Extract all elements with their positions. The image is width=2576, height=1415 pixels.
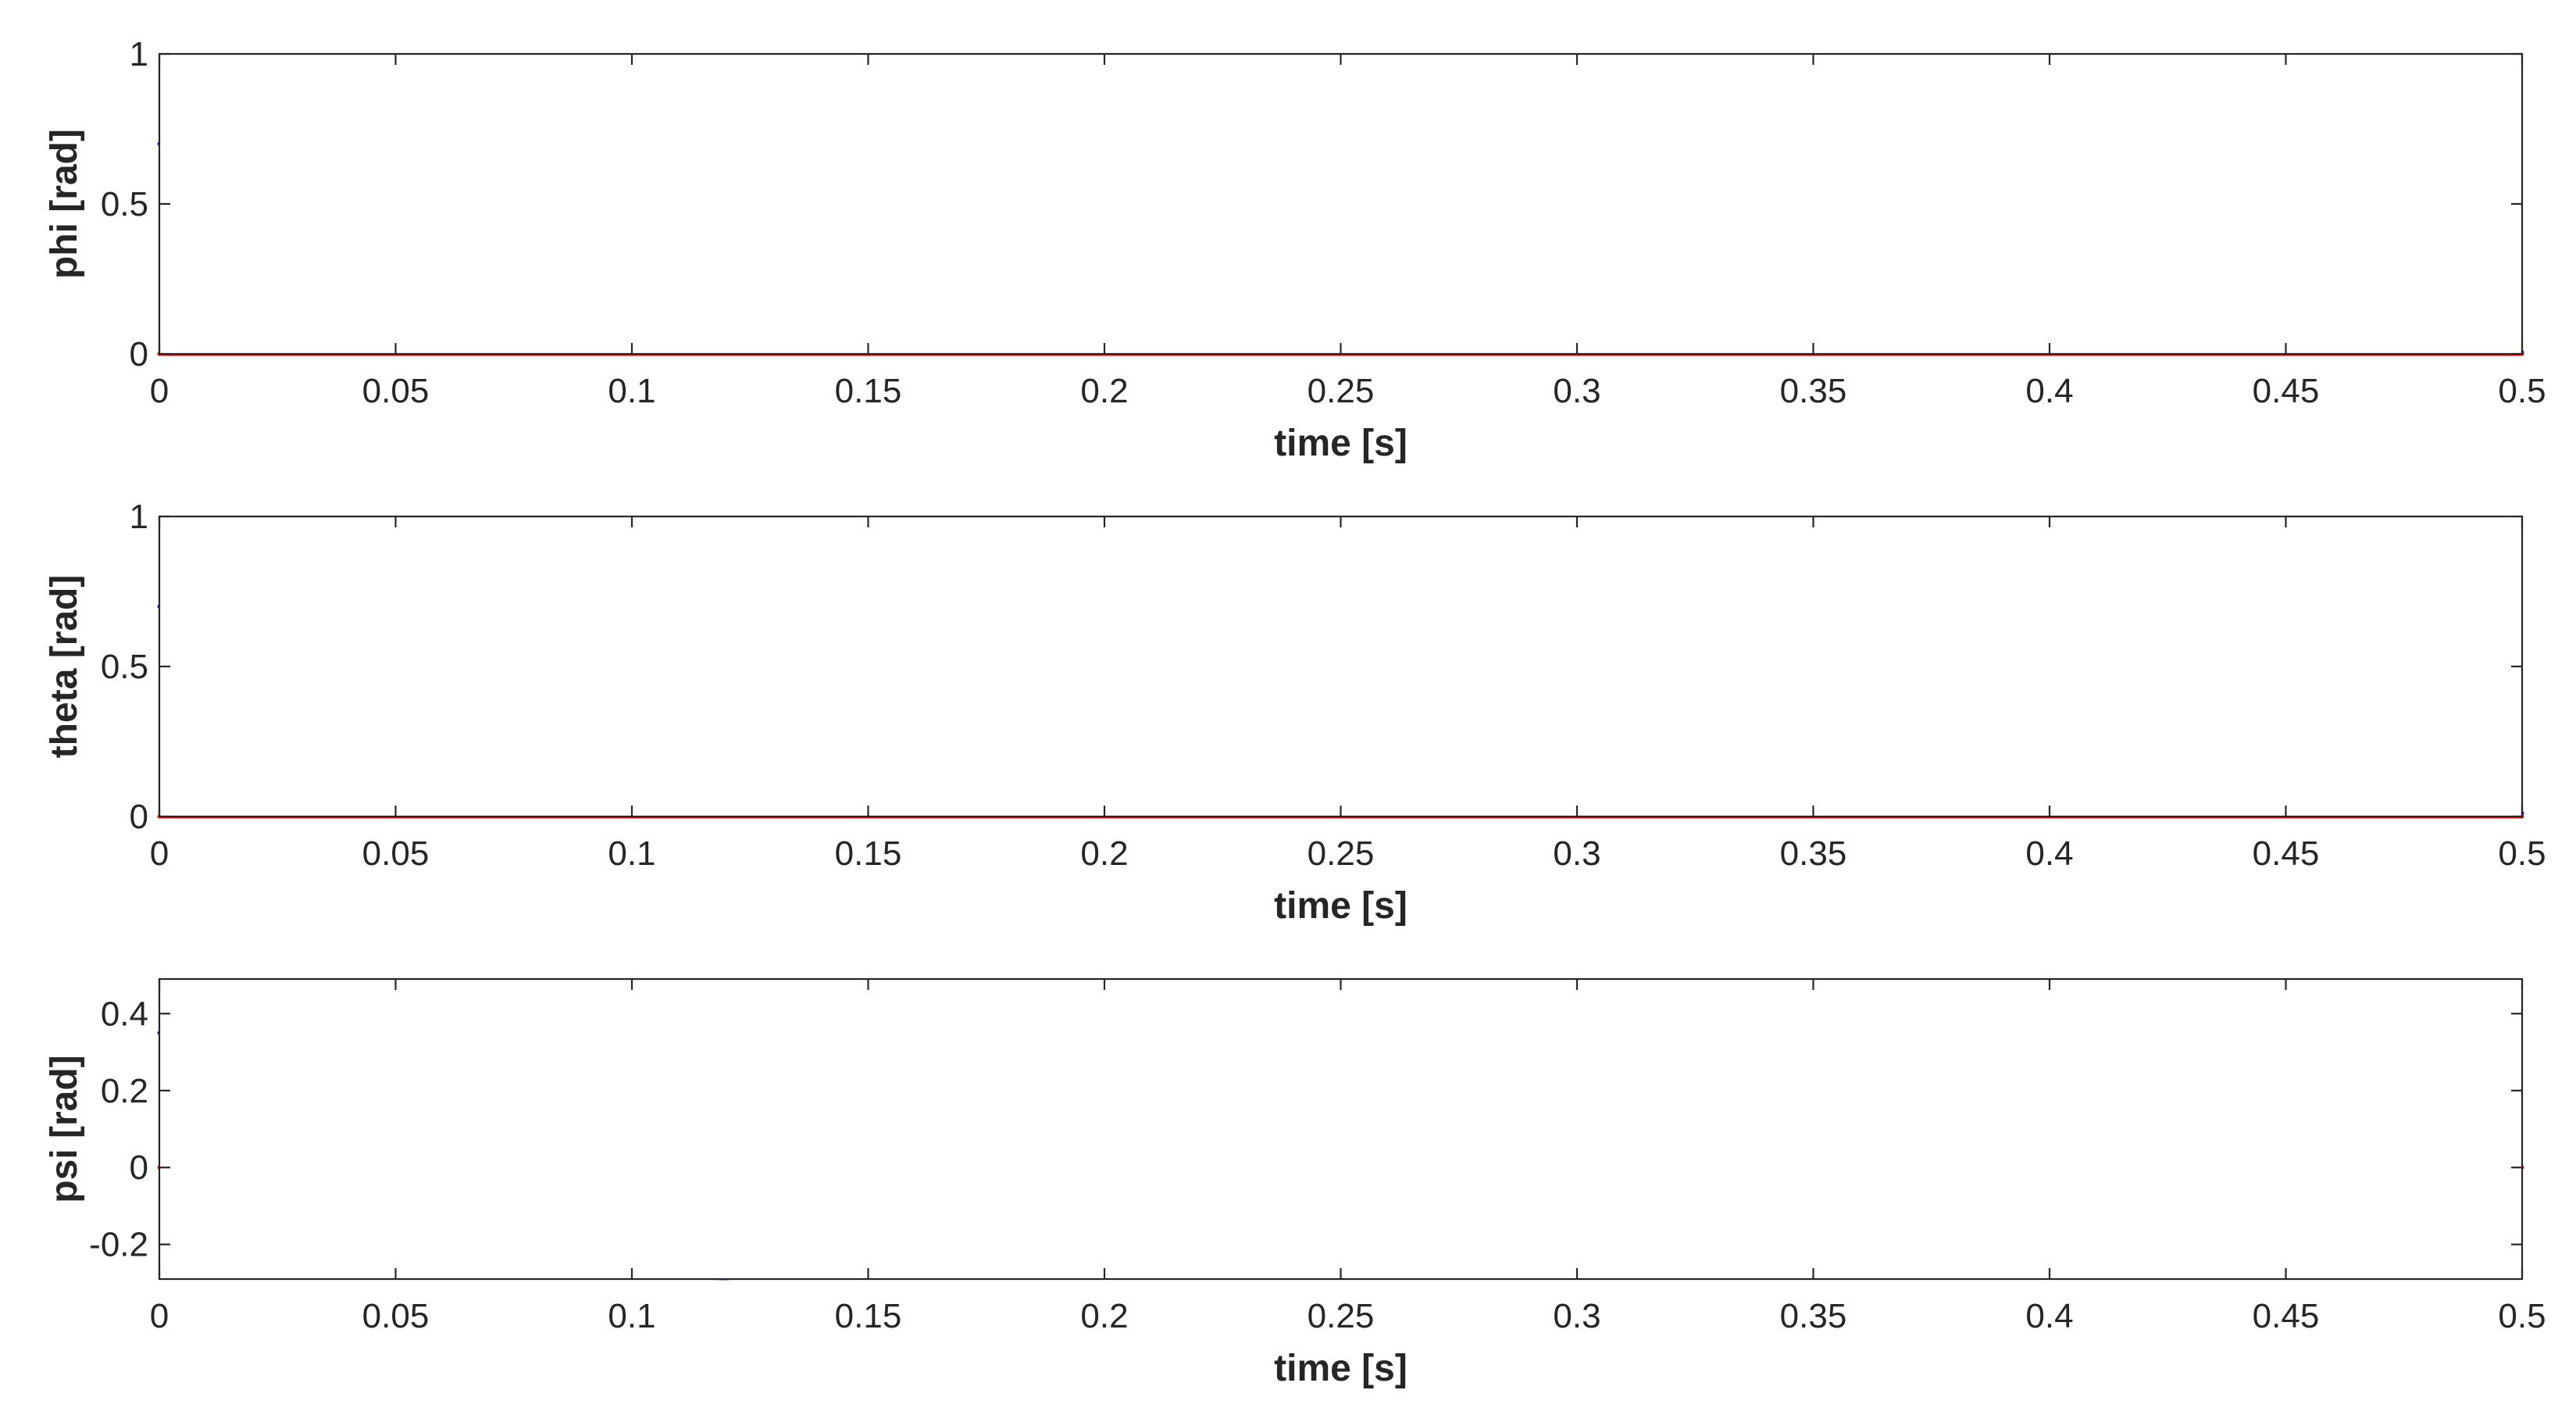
phi-x-tick-label: 0.45	[2253, 372, 2320, 410]
psi-y-tick-label: -0.2	[89, 1226, 148, 1264]
theta-x-tick-label: 0.1	[608, 834, 655, 873]
theta-x-tick-label: 0.25	[1308, 834, 1375, 873]
phi-x-tick-label: 0.1	[608, 372, 655, 410]
psi-x-tick-label: 0.15	[835, 1297, 902, 1335]
phi-x-tick-label: 0.2	[1080, 372, 1128, 410]
phi-y-tick-label: 0.5	[101, 185, 148, 223]
theta-x-tick-label: 0.2	[1080, 834, 1128, 873]
psi-x-tick-label: 0.45	[2253, 1297, 2320, 1335]
phi-x-tick-label: 0.3	[1553, 372, 1600, 410]
theta-x-tick-label: 0.35	[1780, 834, 1847, 873]
psi-y-tick-label: 0	[130, 1149, 148, 1187]
theta-subplot: 0 0.05 0.1 0.15 0.2 0.25 0.3 0.35 0.4 0.45 0.5 0 0.5…	[44, 498, 2546, 927]
psi-y-tick-label: 0.4	[101, 995, 148, 1033]
phi-x-tick-label: 0.15	[835, 372, 902, 410]
theta-y-axis-label: theta [rad]	[44, 575, 85, 759]
theta-x-axis-label: time [s]	[1274, 885, 1408, 927]
theta-axes-box	[158, 515, 2524, 818]
psi-x-axis-label: time [s]	[1274, 1348, 1408, 1389]
psi-x-tick-label: 0.2	[1080, 1297, 1128, 1335]
psi-x-tick-label: 0.05	[362, 1297, 430, 1335]
psi-axes-box	[158, 977, 2524, 1281]
theta-x-tick-label: 0.15	[835, 834, 902, 873]
theta-x-tick-label: 0.3	[1553, 834, 1600, 873]
theta-y-tick-label: 1	[130, 498, 148, 536]
phi-subplot: 0 0.05 0.1 0.15 0.2 0.25 0.3 0.35 0.4 0.45 0.5 0 0.5…	[44, 35, 2546, 464]
psi-y-tick-label: 0.2	[101, 1072, 148, 1110]
phi-x-tick-label: 0.4	[2025, 372, 2073, 410]
phi-x-tick-label: 0.25	[1308, 372, 1375, 410]
theta-x-tick-label: 0	[150, 834, 169, 873]
phi-x-axis-label: time [s]	[1274, 423, 1408, 464]
phi-x-tick-label: 0	[150, 372, 169, 410]
theta-x-tick-label: 0.45	[2253, 834, 2320, 873]
psi-x-tick-label: 0.35	[1780, 1297, 1847, 1335]
phi-axes-box	[158, 52, 2524, 356]
psi-x-tick-label: 0.1	[608, 1297, 655, 1335]
psi-x-tick-label: 0.5	[2498, 1297, 2546, 1335]
theta-y-tick-label: 0.5	[101, 648, 148, 686]
phi-x-tick-label: 0.35	[1780, 372, 1847, 410]
phi-y-tick-label: 0	[130, 335, 148, 373]
phi-x-tick-label: 0.5	[2498, 372, 2546, 410]
theta-x-tick-label: 0.5	[2498, 834, 2546, 873]
psi-x-tick-label: 0.3	[1553, 1297, 1600, 1335]
phi-y-tick-label: 1	[130, 35, 148, 73]
theta-x-tick-label: 0.4	[2025, 834, 2073, 873]
phi-y-axis-label: phi [rad]	[44, 129, 85, 279]
psi-x-tick-label: 0.25	[1308, 1297, 1375, 1335]
theta-x-tick-label: 0.05	[362, 834, 430, 873]
psi-subplot: 0 0.05 0.1 0.15 0.2 0.25 0.3 0.35 0.4 0.45 0.5 -0.2…	[44, 977, 2546, 1389]
psi-x-tick-label: 0.4	[2025, 1297, 2073, 1335]
psi-x-tick-label: 0	[150, 1297, 169, 1335]
phi-x-tick-label: 0.05	[362, 372, 430, 410]
theta-y-tick-label: 0	[130, 798, 148, 836]
psi-y-axis-label: psi [rad]	[44, 1055, 85, 1202]
